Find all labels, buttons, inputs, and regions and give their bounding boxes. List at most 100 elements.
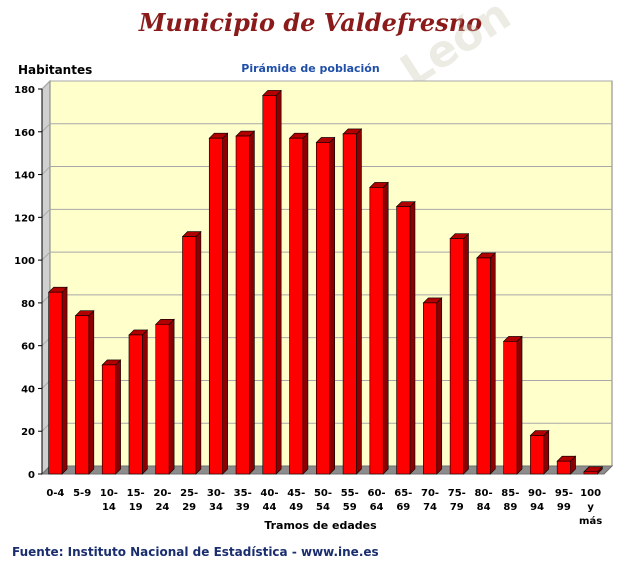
- gridline-depth: [41, 123, 51, 133]
- x-tick-label: 19: [129, 502, 143, 513]
- x-tick-label: 100: [580, 488, 601, 499]
- bar: [449, 238, 464, 475]
- x-tick-label: 49: [289, 502, 303, 513]
- y-tick-label: 120: [14, 213, 35, 224]
- x-tick-label: 44: [263, 502, 277, 513]
- x-tick-label: 54: [316, 502, 330, 513]
- x-tick-label: 84: [477, 502, 491, 513]
- bar: [396, 206, 411, 475]
- bar-side: [463, 232, 469, 475]
- bar: [48, 291, 63, 475]
- y-tick-label: 140: [14, 171, 35, 182]
- bar-side: [356, 128, 362, 475]
- x-tick-label: 75-: [448, 488, 466, 499]
- bar: [423, 302, 438, 475]
- y-tick-label: 0: [28, 470, 35, 481]
- x-tick-label: 80-: [475, 488, 493, 499]
- bar-side: [142, 329, 148, 475]
- bar: [476, 257, 491, 475]
- x-tick-label: 20-: [153, 488, 171, 499]
- x-tick-label: 69: [396, 502, 410, 513]
- y-tick-label: 180: [14, 85, 35, 96]
- bar: [583, 471, 598, 475]
- x-tick-label: 24: [155, 502, 169, 513]
- x-tick-label: 64: [370, 502, 384, 513]
- x-tick-label: 65-: [394, 488, 412, 499]
- chart-subtitle: Pirámide de población: [241, 62, 380, 75]
- bar-side: [168, 318, 175, 475]
- y-tick-label: 40: [21, 384, 35, 395]
- x-tick-label: 14: [102, 502, 116, 513]
- x-tick-label: 89: [503, 502, 517, 513]
- gridline-depth: [41, 251, 51, 261]
- y-tick-label: 100: [14, 256, 35, 267]
- bar: [503, 341, 518, 475]
- x-tick-label: 15-: [127, 488, 145, 499]
- x-tick-label: 34: [209, 502, 223, 513]
- bar: [530, 435, 545, 475]
- x-tick-label: 55-: [341, 488, 359, 499]
- x-tick-label: 5-9: [73, 488, 91, 499]
- chart-title: Municipio de Valdefresno: [138, 8, 483, 37]
- x-tick-label: 40-: [260, 488, 278, 499]
- bar: [289, 137, 304, 475]
- bar-side: [409, 200, 416, 475]
- bar: [235, 135, 250, 475]
- x-tick-label: 35-: [234, 488, 252, 499]
- bar-side: [195, 230, 202, 475]
- bar: [101, 364, 116, 475]
- x-tick-label: 0-4: [46, 488, 64, 499]
- x-tick-label: 39: [236, 502, 250, 513]
- x-tick-label: 10-: [100, 488, 118, 499]
- x-tick-label: 99: [557, 502, 571, 513]
- x-tick-label: 30-: [207, 488, 225, 499]
- x-axis-label: Tramos de edades: [264, 519, 377, 532]
- y-tick-label: 160: [14, 128, 35, 139]
- bar-side: [88, 309, 95, 475]
- gridline-depth: [41, 208, 51, 218]
- x-tick-label: 60-: [367, 488, 385, 499]
- bar: [208, 137, 223, 475]
- bar: [316, 142, 330, 475]
- source-footer: Fuente: Instituto Nacional de Estadístic…: [12, 545, 379, 559]
- bar-side: [61, 286, 68, 475]
- bar-side: [302, 132, 309, 475]
- bar-side: [543, 429, 550, 475]
- x-tick-label: 95-: [555, 488, 573, 499]
- bar: [369, 187, 384, 475]
- x-tick-label: 94: [530, 502, 544, 513]
- x-tick-label: 50-: [314, 488, 332, 499]
- bar: [342, 133, 357, 475]
- bar-side: [329, 136, 335, 475]
- bar: [155, 323, 170, 475]
- x-tick-label: 25-: [180, 488, 198, 499]
- bar: [262, 95, 277, 475]
- bar-side: [222, 132, 228, 475]
- y-tick-label: 80: [21, 299, 35, 310]
- x-tick-label: 74: [423, 502, 437, 513]
- bar-side: [275, 89, 282, 475]
- x-tick-label: 90-: [528, 488, 546, 499]
- x-tick-label: 85-: [501, 488, 519, 499]
- bar: [556, 460, 571, 475]
- bar-side: [115, 359, 121, 475]
- bar: [128, 334, 143, 475]
- bar-side: [489, 252, 496, 475]
- gridline-depth: [41, 80, 51, 90]
- bar-side: [516, 335, 523, 475]
- x-tick-label: 45-: [287, 488, 305, 499]
- x-tick-label: más: [579, 515, 602, 527]
- x-tick-label: y: [587, 502, 594, 513]
- y-tick-label: 60: [21, 342, 35, 353]
- x-tick-label: 79: [450, 502, 464, 513]
- bar: [182, 236, 197, 475]
- bar: [75, 315, 90, 475]
- bar-side: [249, 130, 255, 475]
- bar-side: [382, 181, 389, 475]
- y-tick-label: 20: [21, 427, 35, 438]
- bar-side: [436, 297, 443, 475]
- x-tick-label: 29: [182, 502, 196, 513]
- x-tick-label: 70-: [421, 488, 439, 499]
- gridline-depth: [41, 166, 51, 175]
